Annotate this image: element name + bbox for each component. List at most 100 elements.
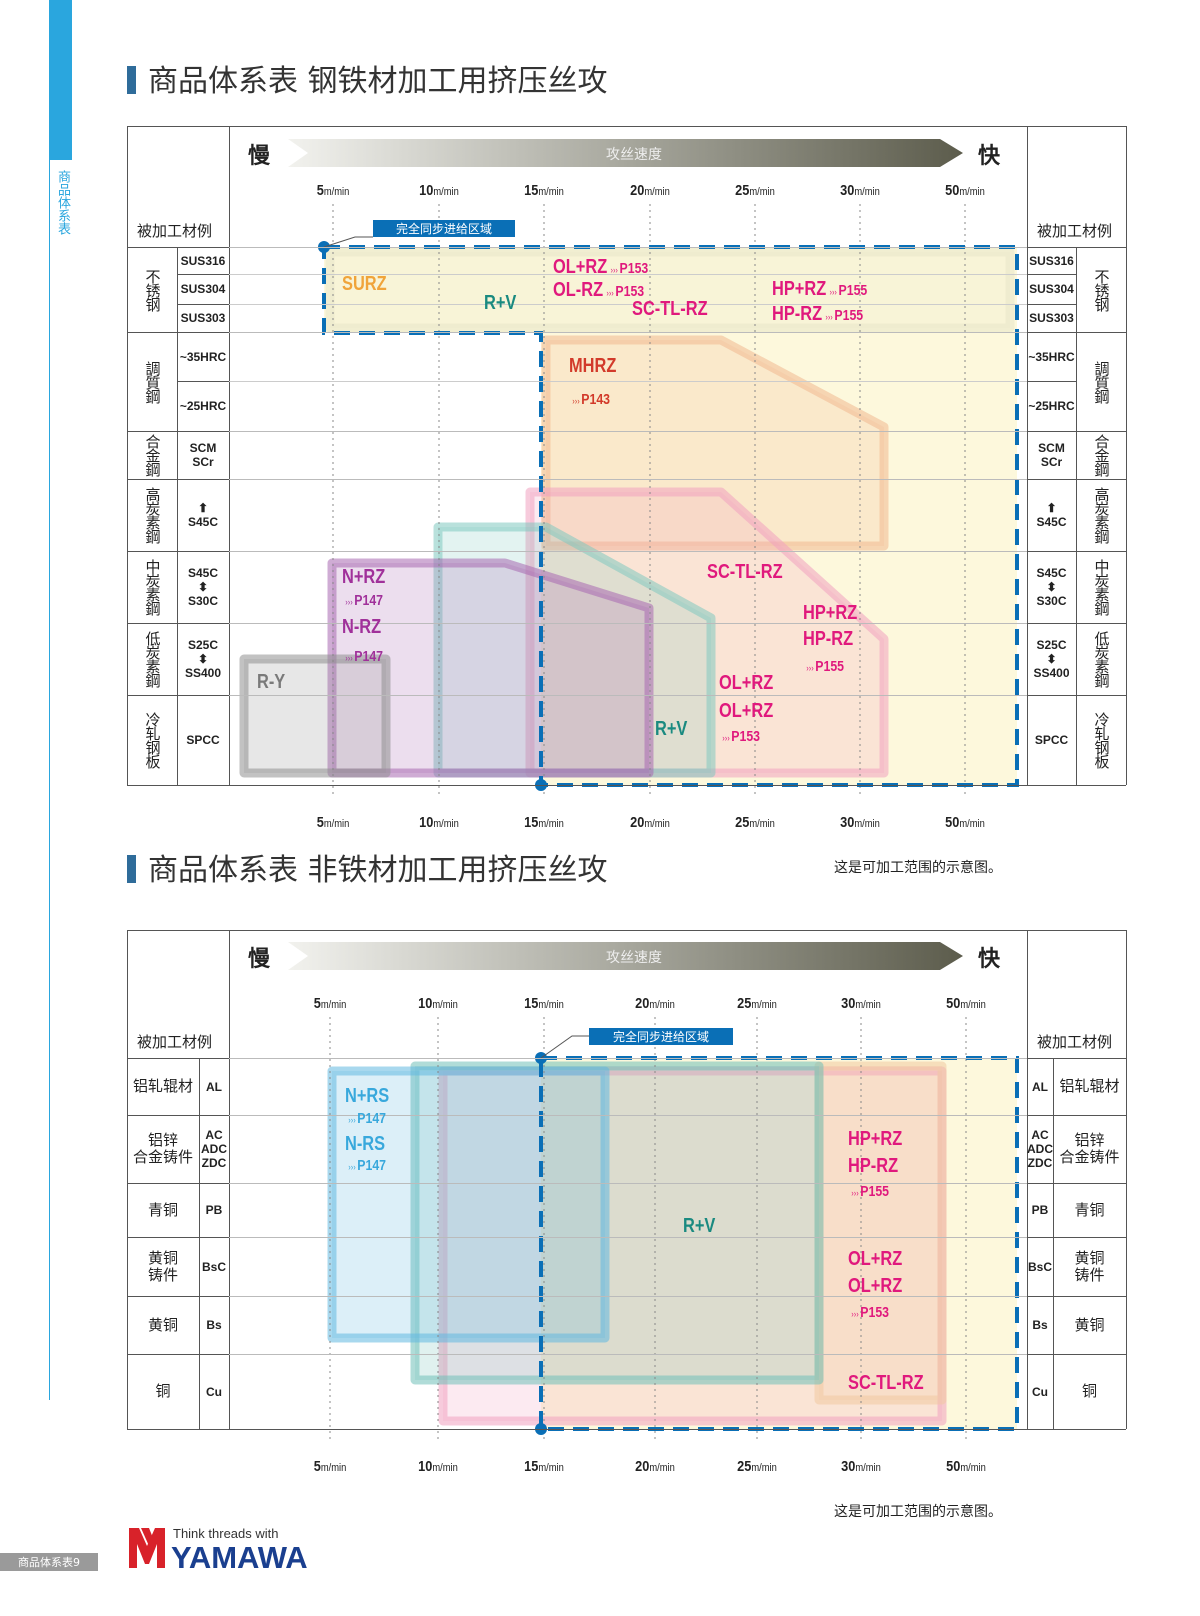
page-reference: P147 <box>345 1157 386 1174</box>
material-grade-left: SUS303 <box>180 311 226 325</box>
row-guide <box>229 1115 1027 1116</box>
page-reference: P147 <box>342 648 383 665</box>
material-grade-left: Bs <box>206 1318 222 1332</box>
product-label[interactable]: N-RS <box>345 1133 385 1155</box>
speed-value: 20 <box>635 995 650 1012</box>
speed-value: 15 <box>524 814 539 831</box>
speed-unit: m/min <box>649 1462 675 1474</box>
product-label[interactable]: SC-TL-RZ <box>848 1372 924 1394</box>
product-label[interactable]: P143 <box>569 387 610 412</box>
tapping-speed-label: 攻丝速度 <box>606 950 662 966</box>
material-grade-left: ~25HRC <box>179 399 227 413</box>
top-speed-tick-label: 5m/min <box>314 995 347 1012</box>
product-label[interactable]: R+V <box>655 718 687 740</box>
table-rule <box>127 431 229 432</box>
material-grade-right: Cu <box>1032 1384 1048 1399</box>
product-label[interactable]: SC-TL-RZ <box>632 298 708 320</box>
product-label[interactable]: P155 <box>848 1179 889 1204</box>
table-rule <box>127 1183 229 1184</box>
product-label[interactable]: OL+RZ <box>848 1275 902 1297</box>
product-label[interactable]: HP-RZP155 <box>772 303 863 328</box>
product-label[interactable]: SURZ <box>342 273 387 295</box>
product-name: N-RS <box>345 1133 386 1155</box>
material-group-left: 青铜 <box>147 1200 178 1219</box>
product-label[interactable]: OL+RZ <box>719 700 773 722</box>
speed-unit: m/min <box>433 818 459 830</box>
material-grade-right: ~35HRC <box>1028 349 1075 364</box>
top-speed-tick-label: 50m/min <box>946 995 986 1012</box>
material-group-left: 黄铜 <box>147 1315 178 1334</box>
product-label[interactable]: P155 <box>803 654 844 679</box>
sync-zone-leader <box>540 1035 589 1059</box>
product-label[interactable]: N+RS <box>345 1085 389 1107</box>
product-label[interactable]: HP+RZ <box>848 1128 902 1150</box>
top-speed-tick-label: 50m/min <box>945 182 985 199</box>
bottom-speed-tick-label: 15m/min <box>524 814 564 831</box>
product-label[interactable]: N+RZ <box>342 566 385 588</box>
sidebar-line <box>49 160 50 1400</box>
material-grade-right: ⬆ S45C <box>1036 501 1067 529</box>
product-label[interactable]: N-RZ <box>342 616 381 638</box>
product-label[interactable]: OL+RZ <box>719 672 773 694</box>
speed-unit: m/min <box>749 818 775 830</box>
material-group-left: 铜 <box>155 1382 171 1400</box>
product-name: N-RZ <box>342 616 382 638</box>
table-rule <box>1076 247 1077 785</box>
product-label[interactable]: MHRZ <box>569 355 616 377</box>
material-grade-right: AL <box>1032 1079 1048 1094</box>
speed-value: 50 <box>945 182 960 199</box>
material-grade-right: SUS303 <box>1029 311 1074 325</box>
fast-label: 快 <box>978 144 1001 169</box>
page-label: 商品体系表9 <box>0 1553 98 1571</box>
top-speed-tick-label: 20m/min <box>635 995 675 1012</box>
product-label[interactable]: HP+RZ <box>803 602 857 624</box>
row-guide <box>229 623 1027 624</box>
page-reference: P155 <box>848 1183 889 1200</box>
speed-value: 50 <box>945 814 960 831</box>
material-group-right: 铜 <box>1081 1382 1097 1400</box>
material-grade-right: S25C ⬍ SS400 <box>1033 638 1070 680</box>
product-label[interactable]: HP-RZ <box>848 1155 898 1177</box>
product-label[interactable]: P147 <box>345 1153 386 1178</box>
product-name: HP-RZ <box>803 628 854 650</box>
product-label[interactable]: SC-TL-RZ <box>707 561 783 583</box>
material-group-left: 不锈钢 <box>143 268 162 311</box>
table-rule <box>1027 551 1126 552</box>
product-label[interactable]: OL+RZP153 <box>553 256 648 281</box>
table-rule <box>1027 332 1126 333</box>
chart-note: 这是可加工范围的示意图。 <box>834 1504 1002 1520</box>
product-label[interactable]: R+V <box>484 292 516 314</box>
material-group-left: 合金鋼 <box>143 434 162 476</box>
product-label[interactable]: HP+RZP155 <box>772 278 867 303</box>
table-rule <box>127 551 229 552</box>
table-rule <box>1126 930 1127 1429</box>
speed-unit: m/min <box>323 818 350 830</box>
table-rule <box>1027 1183 1126 1184</box>
bottom-speed-tick-label: 30m/min <box>841 1458 881 1475</box>
material-grade-right: SUS316 <box>1029 253 1074 268</box>
speed-value: 30 <box>840 182 855 199</box>
svg-text:YAMAWA: YAMAWA <box>171 1540 308 1572</box>
sync-zone-label: 完全同步进给区域 <box>589 1028 733 1045</box>
speed-unit: m/min <box>538 818 564 830</box>
product-label[interactable]: P147 <box>342 588 383 613</box>
table-rule <box>127 785 1126 786</box>
speed-value: 10 <box>418 1458 433 1475</box>
product-label[interactable]: HP-RZ <box>803 628 853 650</box>
product-label[interactable]: OL-RZP153 <box>553 279 644 304</box>
speed-unit: m/min <box>538 1462 564 1474</box>
product-label[interactable]: R+V <box>683 1215 715 1237</box>
page-reference: P143 <box>569 391 610 408</box>
material-group-right: 調質鋼 <box>1092 360 1111 403</box>
product-label[interactable]: P147 <box>345 1106 386 1131</box>
product-label[interactable]: P147 <box>342 644 383 669</box>
material-grade-left: SPCC <box>186 733 220 747</box>
product-label[interactable]: R-Y <box>257 671 285 693</box>
product-label[interactable]: OL+RZ <box>848 1248 902 1270</box>
material-header-right: 被加工材例 <box>1037 222 1113 240</box>
speed-unit: m/min <box>323 186 350 198</box>
product-label[interactable]: P153 <box>719 724 760 749</box>
product-label[interactable]: P153 <box>848 1300 889 1325</box>
speed-unit: m/min <box>432 999 458 1011</box>
material-group-left: 冷轧钢板 <box>143 712 162 768</box>
